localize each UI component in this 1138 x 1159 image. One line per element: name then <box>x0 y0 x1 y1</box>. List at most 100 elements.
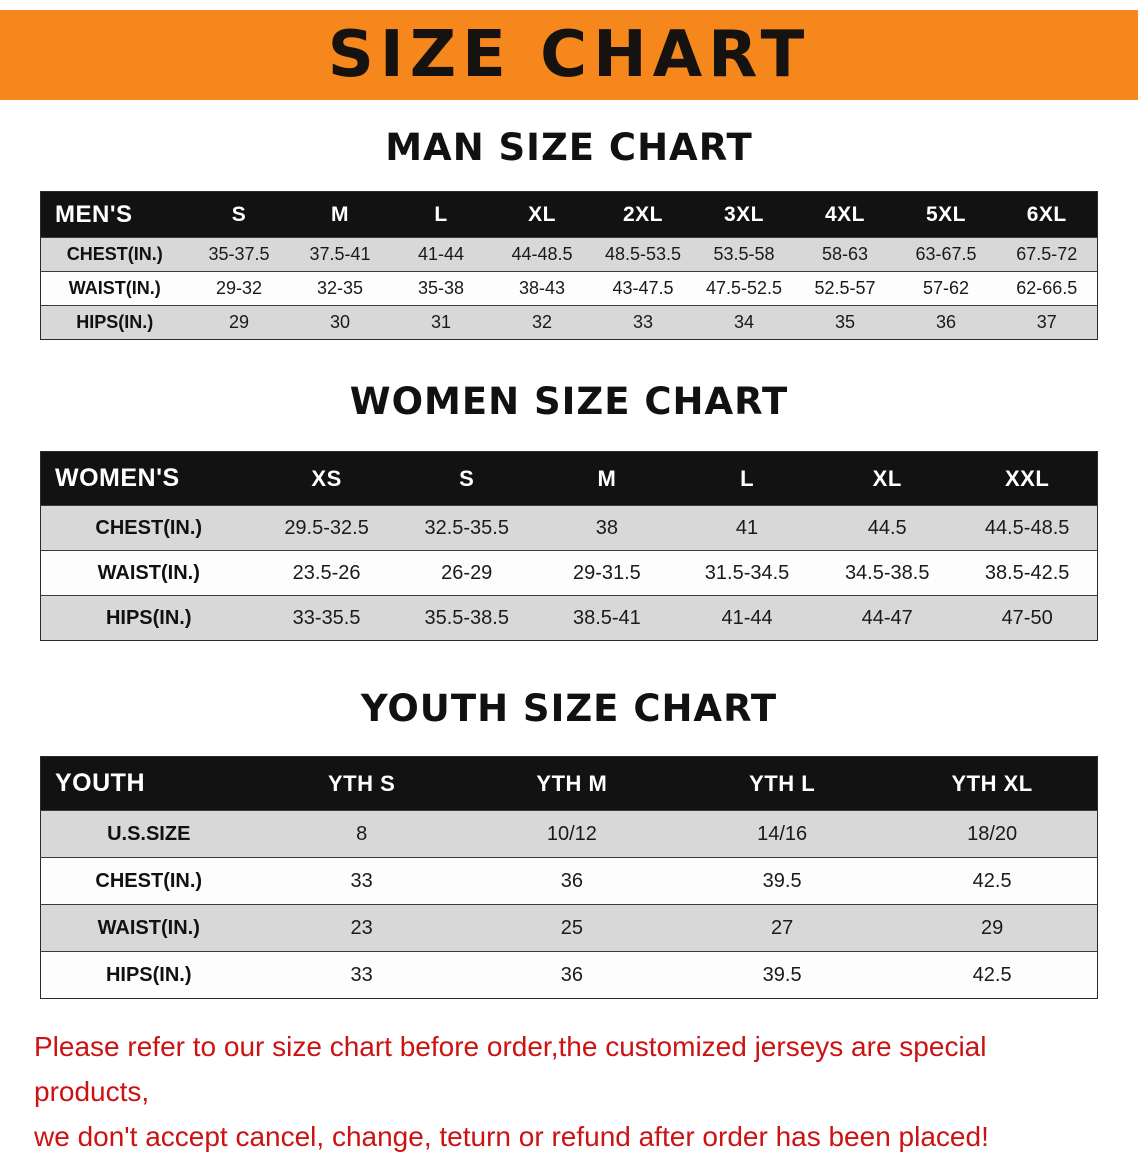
size-value-cell: 38-43 <box>491 271 593 306</box>
size-column-header: 4XL <box>794 191 896 238</box>
size-column-header: YTH M <box>466 756 677 811</box>
row-label: CHEST(IN.) <box>40 857 257 905</box>
size-value-cell: 8 <box>256 810 467 858</box>
table-row: WAIST(IN.) 23.5-26 26-29 29-31.5 31.5-34.5 34… <box>40 550 1098 596</box>
size-value-cell: 52.5-57 <box>794 271 896 306</box>
table-header-row: WOMEN'S XS S M L XL XXL <box>40 451 1098 506</box>
size-value-cell: 29 <box>188 305 290 340</box>
size-column-header: XXL <box>957 451 1098 506</box>
size-value-cell: 42.5 <box>887 857 1098 905</box>
size-value-cell: 29-32 <box>188 271 290 306</box>
size-value-cell: 23.5-26 <box>256 550 397 596</box>
row-label: HIPS(IN.) <box>40 951 257 999</box>
section-men: MAN SIZE CHART MEN'S S M L XL 2XL 3XL 4XL 5XL 6XL… <box>0 126 1138 340</box>
size-column-header: 5XL <box>895 191 997 238</box>
table-corner-label: YOUTH <box>40 756 257 811</box>
youth-size-table: YOUTH YTH S YTH M YTH L YTH XL U.S.SIZE 8 10/12… <box>40 756 1098 999</box>
section-youth: YOUTH SIZE CHART YOUTH YTH S YTH M YTH L YTH… <box>0 687 1138 999</box>
mens-size-table: MEN'S S M L XL 2XL 3XL 4XL 5XL 6XL CHEST(IN.) 35-37… <box>40 191 1098 340</box>
row-label: U.S.SIZE <box>40 810 257 858</box>
womens-size-table: WOMEN'S XS S M L XL XXL CHEST(IN.) 29.5-32.5 32.5… <box>40 451 1098 641</box>
row-label: WAIST(IN.) <box>40 904 257 952</box>
size-value-cell: 44-47 <box>817 595 958 641</box>
size-column-header: YTH XL <box>887 756 1098 811</box>
table-row: HIPS(IN.) 29 30 31 32 33 34 35 36 37 <box>40 305 1098 340</box>
size-column-header: YTH S <box>256 756 467 811</box>
size-value-cell: 53.5-58 <box>693 237 795 272</box>
table-row: WAIST(IN.) 29-32 32-35 35-38 38-43 43-47.5 47.… <box>40 271 1098 306</box>
table-row: CHEST(IN.) 33 36 39.5 42.5 <box>40 857 1098 905</box>
row-label: WAIST(IN.) <box>40 550 257 596</box>
size-value-cell: 34.5-38.5 <box>817 550 958 596</box>
row-label: CHEST(IN.) <box>40 505 257 551</box>
size-column-header: L <box>390 191 492 238</box>
size-value-cell: 35.5-38.5 <box>396 595 537 641</box>
size-value-cell: 34 <box>693 305 795 340</box>
size-value-cell: 44.5-48.5 <box>957 505 1098 551</box>
size-value-cell: 35 <box>794 305 896 340</box>
table-header-row: YOUTH YTH S YTH M YTH L YTH XL <box>40 756 1098 811</box>
size-value-cell: 44-48.5 <box>491 237 593 272</box>
size-value-cell: 39.5 <box>677 951 888 999</box>
table-corner-label: MEN'S <box>40 191 189 238</box>
row-label: HIPS(IN.) <box>40 595 257 641</box>
size-value-cell: 29 <box>887 904 1098 952</box>
row-label: HIPS(IN.) <box>40 305 189 340</box>
size-value-cell: 36 <box>895 305 997 340</box>
banner: SIZE CHART <box>0 10 1138 100</box>
size-value-cell: 32 <box>491 305 593 340</box>
size-value-cell: 30 <box>289 305 391 340</box>
size-value-cell: 44.5 <box>817 505 958 551</box>
size-value-cell: 38 <box>536 505 677 551</box>
table-row: WAIST(IN.) 23 25 27 29 <box>40 904 1098 952</box>
size-value-cell: 33-35.5 <box>256 595 397 641</box>
size-value-cell: 63-67.5 <box>895 237 997 272</box>
table-row: HIPS(IN.) 33-35.5 35.5-38.5 38.5-41 41-44 44-… <box>40 595 1098 641</box>
size-value-cell: 31.5-34.5 <box>676 550 818 596</box>
size-value-cell: 36 <box>466 951 677 999</box>
men-section-heading: MAN SIZE CHART <box>385 126 753 169</box>
size-column-header: M <box>289 191 391 238</box>
footer-note: Please refer to our size chart before or… <box>34 1025 1104 1159</box>
size-column-header: YTH L <box>677 756 888 811</box>
size-value-cell: 48.5-53.5 <box>592 237 694 272</box>
size-value-cell: 31 <box>390 305 492 340</box>
size-value-cell: 39.5 <box>677 857 888 905</box>
size-value-cell: 26-29 <box>396 550 537 596</box>
size-value-cell: 33 <box>256 951 467 999</box>
size-value-cell: 10/12 <box>466 810 677 858</box>
size-column-header: L <box>676 451 818 506</box>
size-value-cell: 41 <box>676 505 818 551</box>
table-corner-label: WOMEN'S <box>40 451 257 506</box>
size-value-cell: 32.5-35.5 <box>396 505 537 551</box>
size-value-cell: 38.5-41 <box>536 595 677 641</box>
size-value-cell: 35-38 <box>390 271 492 306</box>
size-value-cell: 41-44 <box>676 595 818 641</box>
size-value-cell: 29.5-32.5 <box>256 505 397 551</box>
size-column-header: XL <box>817 451 958 506</box>
footer-note-line2: we don't accept cancel, change, teturn o… <box>34 1120 989 1152</box>
size-column-header: M <box>536 451 677 506</box>
size-value-cell: 42.5 <box>887 951 1098 999</box>
size-chart-page: SIZE CHART MAN SIZE CHART MEN'S S M L XL 2XL 3… <box>0 10 1138 1152</box>
size-value-cell: 47.5-52.5 <box>693 271 795 306</box>
size-column-header: 3XL <box>693 191 795 238</box>
size-value-cell: 32-35 <box>289 271 391 306</box>
size-column-header: XS <box>256 451 397 506</box>
size-value-cell: 36 <box>466 857 677 905</box>
size-value-cell: 57-62 <box>895 271 997 306</box>
size-value-cell: 33 <box>592 305 694 340</box>
size-value-cell: 47-50 <box>957 595 1098 641</box>
table-row: CHEST(IN.) 29.5-32.5 32.5-35.5 38 41 44.5 44.5… <box>40 505 1098 551</box>
size-column-header: XL <box>491 191 593 238</box>
row-label: CHEST(IN.) <box>40 237 189 272</box>
table-row: U.S.SIZE 8 10/12 14/16 18/20 <box>40 810 1098 858</box>
size-value-cell: 37.5-41 <box>289 237 391 272</box>
size-value-cell: 35-37.5 <box>188 237 290 272</box>
table-row: HIPS(IN.) 33 36 39.5 42.5 <box>40 951 1098 999</box>
size-column-header: 2XL <box>592 191 694 238</box>
size-value-cell: 38.5-42.5 <box>957 550 1098 596</box>
section-women: WOMEN SIZE CHART WOMEN'S XS S M L XL XXL CHEST(… <box>0 380 1138 641</box>
size-column-header: S <box>188 191 290 238</box>
size-value-cell: 62-66.5 <box>996 271 1098 306</box>
